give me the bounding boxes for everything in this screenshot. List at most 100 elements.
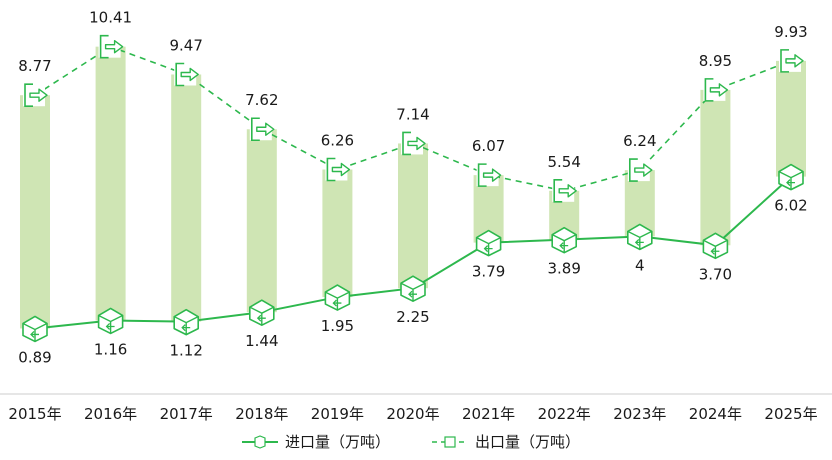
- legend-exit-icon: [444, 436, 456, 448]
- import-marker: [626, 223, 653, 251]
- range-bar: [398, 143, 428, 289]
- legend-item-export: 出口量（万吨）: [432, 433, 580, 451]
- x-tick-label: 2015年: [8, 405, 61, 423]
- import-value-label: 1.44: [245, 332, 278, 350]
- arrow-out-icon: [634, 163, 653, 177]
- door-icon: [628, 158, 638, 182]
- arrow-out-icon: [407, 136, 426, 151]
- door-icon: [780, 49, 789, 73]
- door-icon: [99, 34, 109, 59]
- box-edge-icon: [400, 282, 426, 302]
- export-marker: [401, 131, 426, 156]
- arrow-out-icon: [29, 88, 48, 102]
- import-value-label: 1.95: [321, 317, 354, 335]
- import-value-label: 1.16: [94, 340, 127, 358]
- data-labels: 8.77 0.89 10.41 1.16 9.47 1.12 7.62 1.44 6.26 1.9…: [18, 9, 807, 367]
- range-bar: [20, 95, 50, 329]
- x-tick-label: 2022年: [538, 405, 591, 423]
- export-value-label: 9.47: [169, 36, 202, 54]
- box-edge-icon: [22, 322, 48, 342]
- door-icon: [175, 62, 185, 87]
- import-marker: [778, 163, 804, 191]
- arrow-out-icon: [104, 39, 124, 54]
- box-edge-icon: [778, 170, 804, 190]
- legend-item-import: 进口量（万吨）: [242, 433, 390, 451]
- x-axis-ticks: 2015年 2016年 2017年 2018年 2019年 2020年 2021年 2022年…: [8, 405, 817, 423]
- export-marker: [627, 158, 653, 182]
- arrow-in-icon: [786, 179, 795, 187]
- import-value-label: 3.89: [547, 260, 580, 278]
- export-value-label: 6.07: [472, 137, 505, 155]
- export-marker: [779, 49, 804, 73]
- import-marker: [173, 308, 199, 336]
- import-marker: [97, 307, 124, 335]
- legend-box-icon: [254, 435, 266, 449]
- arrow-out-icon: [558, 184, 577, 198]
- arrow-in-icon: [559, 242, 569, 250]
- export-marker: [98, 34, 124, 59]
- import-value-label: 1.12: [169, 342, 202, 360]
- door-icon: [402, 131, 411, 156]
- import-value-label: 6.02: [774, 197, 807, 215]
- door-icon: [24, 83, 33, 108]
- import-value-label: 3.79: [472, 263, 505, 281]
- x-tick-label: 2018年: [235, 405, 288, 423]
- legend-label-export: 出口量（万吨）: [475, 433, 580, 451]
- export-marker: [249, 117, 275, 142]
- box-edge-icon: [325, 291, 350, 311]
- import-marker: [248, 299, 275, 326]
- import-marker: [22, 315, 48, 343]
- door-icon: [250, 117, 260, 142]
- import-value-label: 3.70: [699, 265, 732, 283]
- import-marker: [400, 275, 426, 303]
- export-marker: [174, 62, 199, 87]
- export-value-label: 6.24: [623, 132, 656, 150]
- export-marker: [476, 163, 502, 187]
- range-bar: [700, 89, 731, 246]
- arrow-in-icon: [332, 299, 342, 307]
- export-value-label: 6.26: [321, 132, 354, 150]
- x-tick-label: 2016年: [84, 405, 137, 423]
- import-marker: [475, 229, 502, 257]
- box-edge-icon: [476, 236, 501, 256]
- import-marker: [324, 284, 351, 311]
- series-markers: [22, 34, 804, 343]
- arrow-in-icon: [710, 247, 720, 255]
- box-edge-icon: [173, 316, 199, 335]
- arrow-in-icon: [408, 290, 417, 298]
- export-value-label: 8.95: [699, 52, 732, 70]
- arrow-out-icon: [180, 67, 199, 82]
- arrow-in-icon: [634, 238, 644, 246]
- range-bar: [246, 129, 277, 313]
- box-edge-icon: [551, 234, 577, 253]
- import-marker: [551, 226, 578, 254]
- arrow-out-icon: [256, 122, 275, 136]
- x-tick-label: 2021年: [462, 405, 515, 423]
- range-bar: [171, 74, 202, 322]
- export-marker: [325, 157, 351, 182]
- arrow-in-icon: [256, 314, 266, 322]
- arrow-out-icon: [331, 162, 351, 177]
- arrow-out-icon: [709, 83, 729, 97]
- door-icon: [704, 78, 714, 102]
- box-edge-icon: [249, 306, 275, 326]
- door-icon: [477, 163, 487, 187]
- export-value-label: 8.77: [18, 57, 51, 75]
- box-edge-icon: [627, 230, 653, 250]
- x-tick-label: 2024年: [689, 405, 742, 423]
- door-icon: [553, 179, 563, 203]
- x-tick-label: 2020年: [386, 405, 439, 423]
- x-tick-label: 2025年: [764, 405, 817, 423]
- x-tick-label: 2017年: [160, 405, 213, 423]
- export-value-label: 9.93: [774, 23, 807, 41]
- export-marker: [552, 179, 577, 203]
- x-tick-label: 2023年: [613, 405, 666, 423]
- legend-label-import: 进口量（万吨）: [285, 433, 390, 451]
- arrow-out-icon: [482, 168, 502, 182]
- arrow-out-icon: [785, 54, 804, 68]
- export-marker: [23, 83, 48, 108]
- import-marker: [702, 232, 729, 260]
- import-value-label: 4: [635, 256, 645, 274]
- export-value-label: 5.54: [547, 153, 580, 171]
